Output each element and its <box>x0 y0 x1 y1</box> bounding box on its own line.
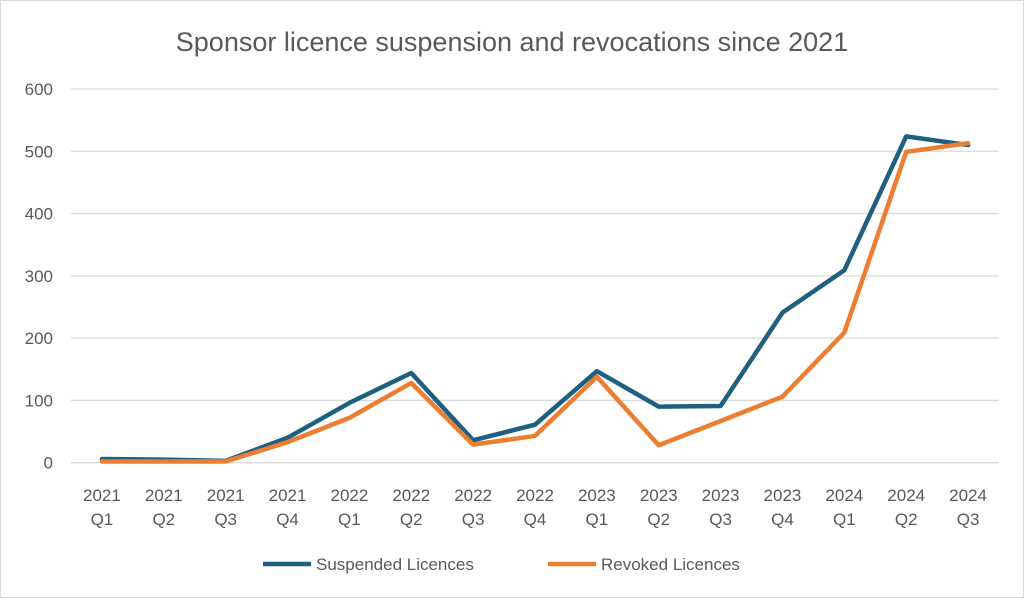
x-tick-label: Q3 <box>709 510 732 529</box>
x-tick-label: Q4 <box>771 510 794 529</box>
y-tick-label: 100 <box>25 391 53 410</box>
x-tick-label: Q2 <box>647 510 670 529</box>
series-line-suspended <box>102 136 968 460</box>
y-tick-label: 400 <box>25 205 53 224</box>
legend: Suspended Licences Revoked Licences <box>263 555 740 574</box>
series-lines <box>102 136 968 461</box>
legend-label: Revoked Licences <box>601 555 740 574</box>
x-tick-label: 2024 <box>887 486 925 505</box>
x-tick-label: 2021 <box>83 486 121 505</box>
x-tick-label: 2022 <box>330 486 368 505</box>
x-tick-label: Q1 <box>833 510 856 529</box>
x-tick-label: Q1 <box>586 510 609 529</box>
x-tick-label: 2023 <box>640 486 678 505</box>
x-tick-label: 2023 <box>702 486 740 505</box>
x-tick-label: 2024 <box>825 486 863 505</box>
x-tick-label: 2023 <box>764 486 802 505</box>
y-axis-ticks: 0 100 200 300 400 500 600 <box>25 80 53 473</box>
x-axis-ticks: 2021 Q1 2021 Q2 2021 Q3 2021 Q4 2022 Q1 2022 Q2 2022… <box>83 486 987 529</box>
x-tick-label: 2021 <box>269 486 307 505</box>
x-tick-label: Q3 <box>957 510 980 529</box>
x-tick-label: 2021 <box>207 486 245 505</box>
x-tick-label: Q2 <box>400 510 423 529</box>
series-line-revoked <box>102 143 968 461</box>
x-tick-label: Q4 <box>276 510 299 529</box>
x-tick-label: 2022 <box>516 486 554 505</box>
y-tick-label: 500 <box>25 142 53 161</box>
x-tick-label: Q1 <box>91 510 114 529</box>
x-tick-label: 2022 <box>392 486 430 505</box>
x-tick-label: 2021 <box>145 486 183 505</box>
y-tick-label: 0 <box>44 454 53 473</box>
x-tick-label: Q3 <box>214 510 237 529</box>
x-tick-label: 2023 <box>578 486 616 505</box>
x-tick-label: 2022 <box>454 486 492 505</box>
legend-label: Suspended Licences <box>316 555 474 574</box>
y-tick-label: 600 <box>25 80 53 99</box>
x-tick-label: Q4 <box>524 510 547 529</box>
x-tick-label: Q1 <box>338 510 361 529</box>
x-tick-label: Q2 <box>895 510 918 529</box>
chart-title: Sponsor licence suspension and revocatio… <box>176 27 848 57</box>
x-tick-label: 2024 <box>949 486 987 505</box>
gridlines <box>71 89 999 463</box>
y-tick-label: 200 <box>25 329 53 348</box>
x-tick-label: Q3 <box>462 510 485 529</box>
x-tick-label: Q2 <box>152 510 175 529</box>
y-tick-label: 300 <box>25 267 53 286</box>
